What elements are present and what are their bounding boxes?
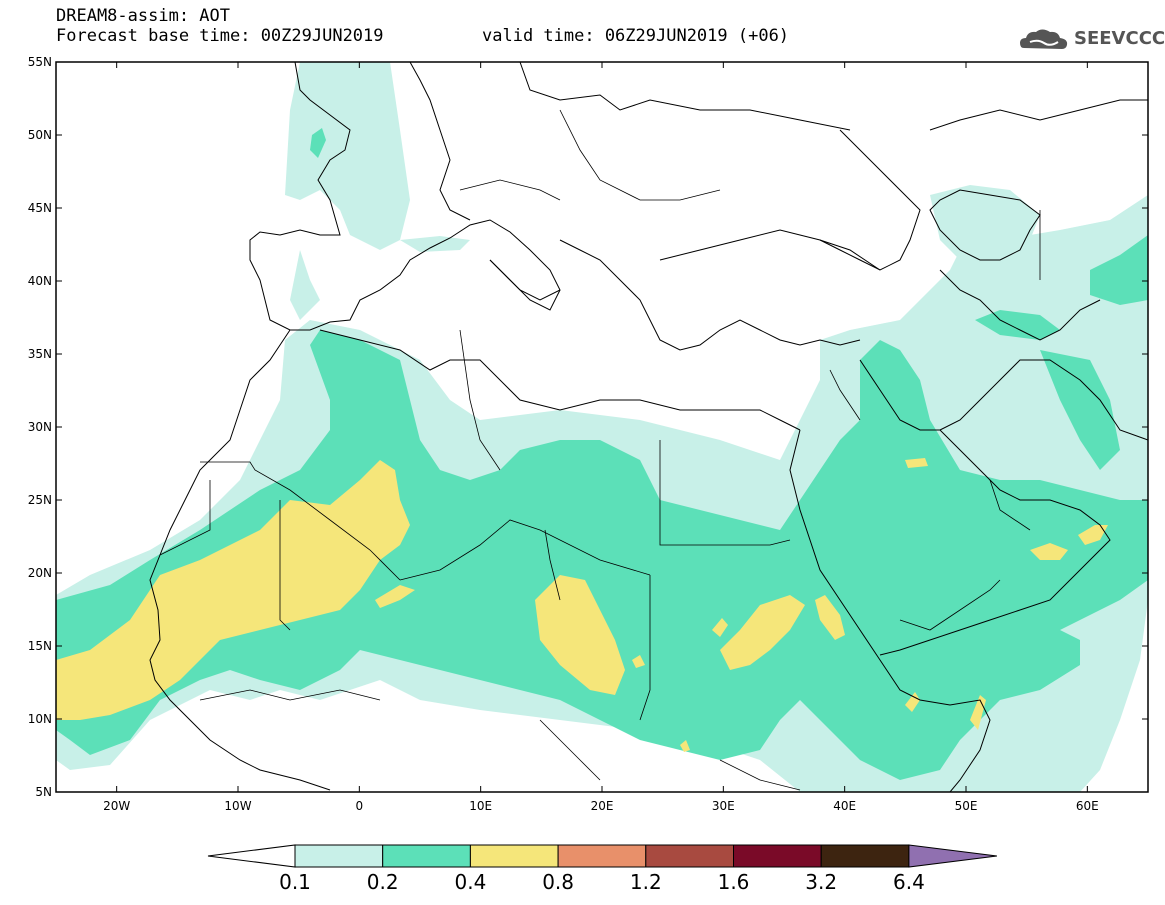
lat-label: 40N: [28, 274, 52, 288]
lon-label: 10W: [224, 799, 251, 813]
lat-label: 30N: [28, 420, 52, 434]
colorbar-swatch: [469, 844, 559, 868]
map-title: DREAM8-assim: AOT: [56, 6, 230, 26]
colorbar-min-triangle: [207, 844, 296, 868]
aot-contour-0.4: [1078, 525, 1108, 545]
aot-contour-0.4: [680, 740, 690, 752]
aot-field: [56, 62, 1148, 792]
aot-contour-0.2: [975, 310, 1060, 340]
colorbar-swatch: [733, 844, 822, 868]
lat-label: 25N: [28, 493, 52, 507]
colorbar-label: 0.1: [279, 870, 311, 894]
aot-contour-0.4: [905, 458, 928, 468]
longitude-labels: 20W 10W 0 10E 20E 30E 40E 50E 60E: [103, 799, 1099, 813]
lon-label: 10E: [469, 799, 492, 813]
lon-label: 30E: [712, 799, 735, 813]
aot-contour-0.2: [1090, 235, 1148, 305]
aot-contour-0.4: [1030, 543, 1068, 560]
lat-label: 45N: [28, 201, 52, 215]
lat-label: 10N: [28, 712, 52, 726]
colorbar-label: 0.2: [367, 870, 399, 894]
lon-label: 0: [356, 799, 364, 813]
colorbar-swatch: [294, 844, 384, 868]
aot-contour-0.4: [632, 655, 645, 668]
aot-contour-0.2: [310, 128, 326, 158]
lon-label: 40E: [833, 799, 856, 813]
aot-contour-0.1: [400, 236, 470, 252]
lat-label: 55N: [28, 55, 52, 69]
lon-label: 60E: [1076, 799, 1099, 813]
aot-contour-0.4: [905, 692, 920, 712]
aot-contour-0.1: [290, 250, 320, 320]
colorbar-label: 1.6: [718, 870, 750, 894]
valid-time: valid time: 06Z29JUN2019 (+06): [482, 26, 790, 46]
latitude-labels: 55N 50N 45N 40N 35N 30N 25N 20N 15N 10N 5N: [28, 55, 52, 799]
coastlines: [149, 62, 1148, 792]
aot-contour-0.4: [815, 595, 845, 640]
lat-label: 50N: [28, 128, 52, 142]
aot-contour-0.1: [930, 185, 1040, 260]
lat-label: 5N: [35, 785, 52, 799]
aot-contour-0.4: [375, 585, 415, 608]
colorbar-max-triangle: [908, 844, 997, 868]
lat-label: 15N: [28, 639, 52, 653]
colorbar-swatch: [557, 844, 647, 868]
logo-text: SEEVCCC: [1074, 28, 1165, 49]
aot-contour-0.4: [720, 595, 805, 670]
colorbar-swatch: [645, 844, 734, 868]
aot-contour-0.2: [56, 330, 1148, 780]
lon-label: 20W: [103, 799, 130, 813]
colorbar-label: 1.2: [630, 870, 662, 894]
cloud-logo-icon: [1020, 29, 1068, 49]
axis-ticks: [56, 61, 1148, 793]
lat-label: 35N: [28, 347, 52, 361]
colorbar-label: 0.4: [454, 870, 486, 894]
aot-contour-0.2: [1040, 350, 1120, 470]
colorbar: [207, 844, 997, 868]
lon-label: 20E: [591, 799, 614, 813]
colorbar-label: 3.2: [805, 870, 837, 894]
aot-contour-0.4: [56, 460, 410, 720]
aot-contour-0.1: [285, 62, 410, 250]
aot-contour-0.4: [535, 575, 625, 695]
colorbar-label: 0.8: [542, 870, 574, 894]
lon-label: 50E: [955, 799, 978, 813]
lat-label: 20N: [28, 566, 52, 580]
forecast-base-time: Forecast base time: 00Z29JUN2019: [56, 26, 384, 46]
colorbar-labels: 0.1 0.2 0.4 0.8 1.2 1.6 3.2 6.4: [279, 870, 925, 894]
country-borders: [159, 109, 1041, 791]
colorbar-swatch: [382, 844, 471, 868]
aot-contour-0.4: [712, 618, 728, 637]
colorbar-swatch: [820, 844, 910, 868]
colorbar-label: 6.4: [893, 870, 925, 894]
